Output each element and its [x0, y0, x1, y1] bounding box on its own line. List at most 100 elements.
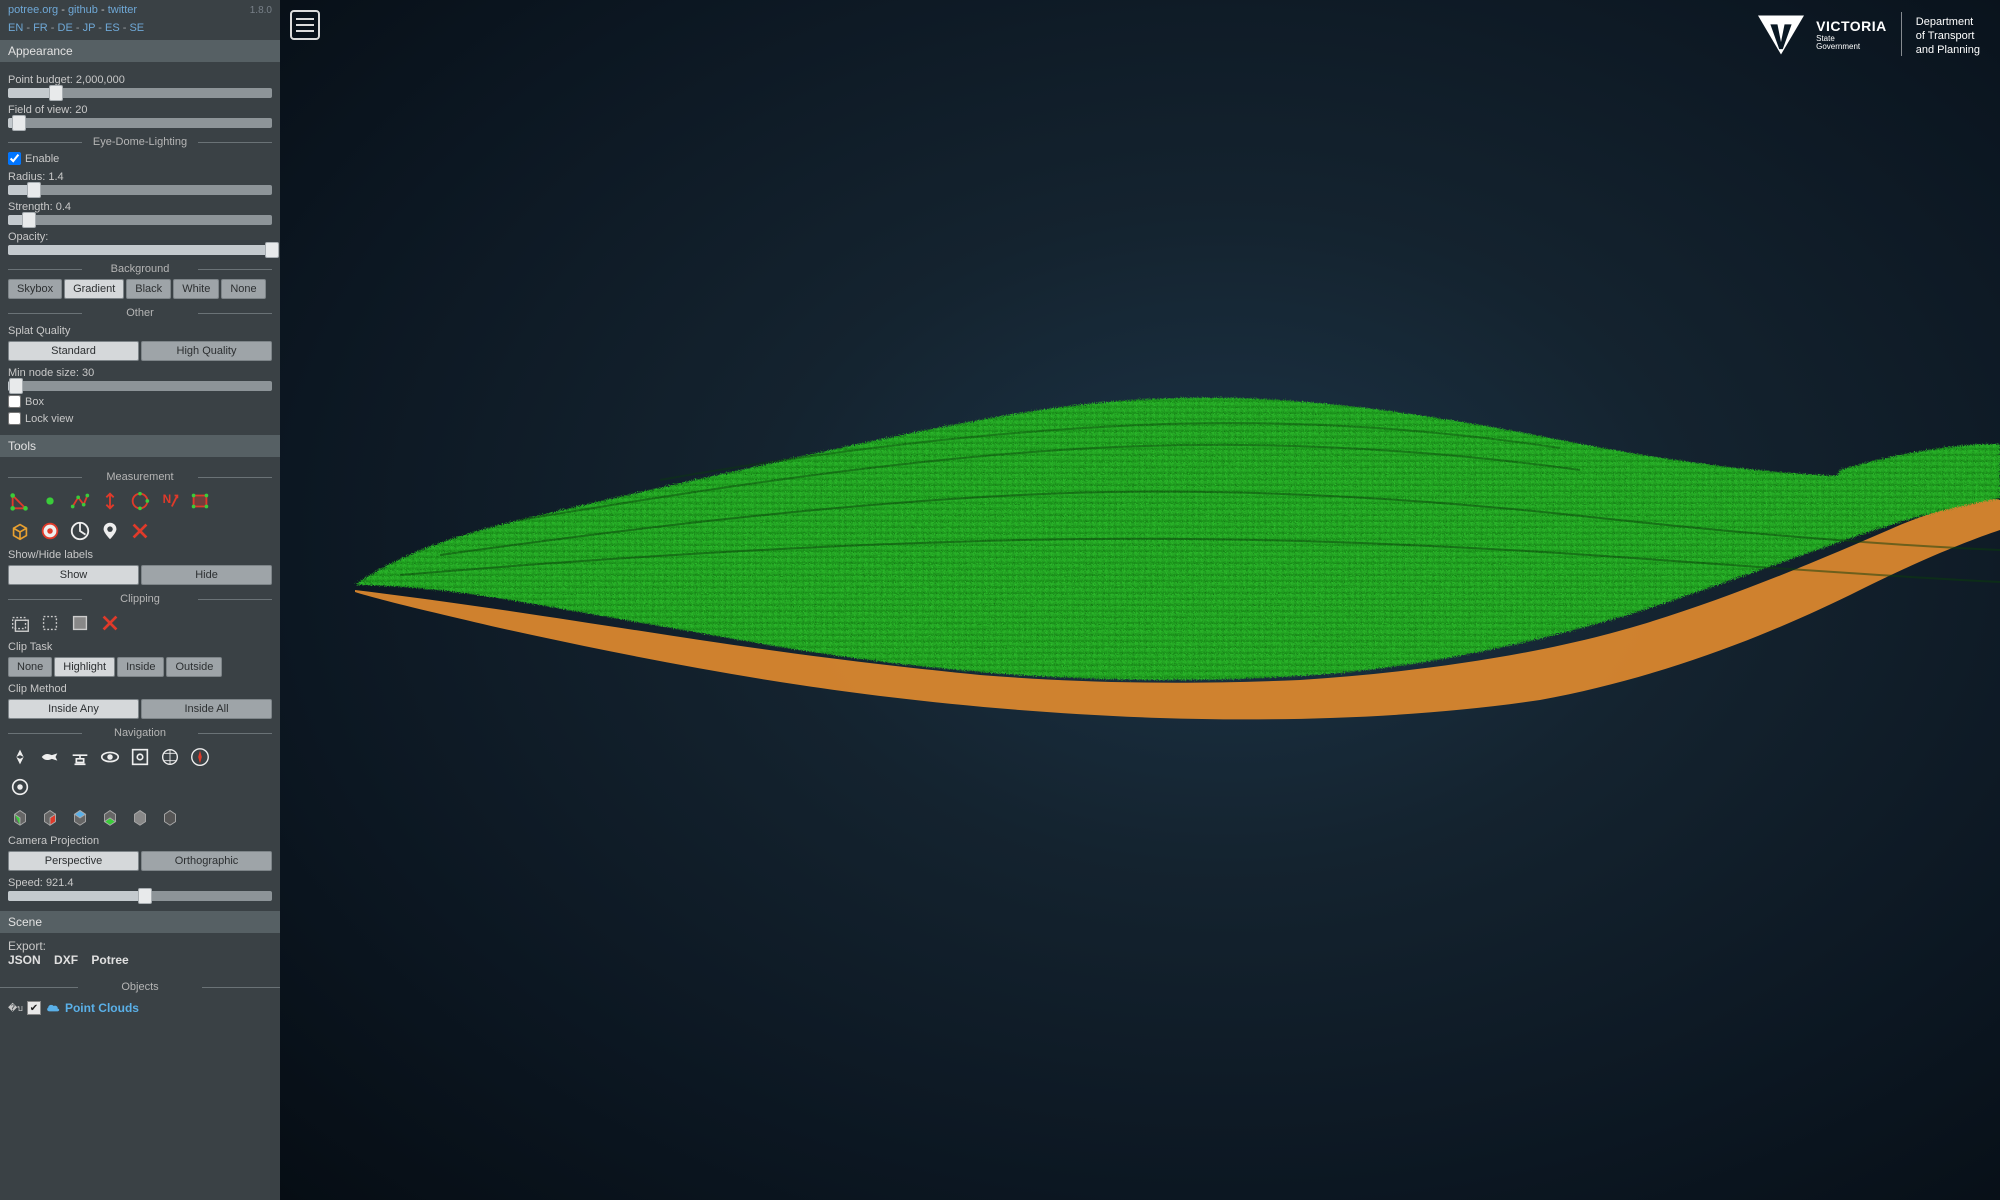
section-scene[interactable]: Scene [0, 911, 280, 933]
clip-remove-icon[interactable] [98, 611, 122, 635]
box-checkbox[interactable] [8, 395, 21, 408]
point-budget-label: Point budget: 2,000,000 [8, 74, 272, 86]
opacity-label: Opacity: [8, 231, 272, 243]
azimuth-tool-icon[interactable]: N [158, 489, 182, 513]
view-right-icon[interactable] [38, 805, 62, 829]
strength-slider[interactable] [8, 215, 272, 225]
measurement-title: Measurement [8, 471, 272, 483]
sphere-tool-icon[interactable] [38, 519, 62, 543]
export-potree[interactable]: Potree [91, 953, 128, 967]
splat-standard[interactable]: Standard [8, 341, 139, 361]
annotation-tool-icon[interactable] [98, 519, 122, 543]
splat-options: Standard High Quality [8, 341, 272, 361]
fov-slider[interactable] [8, 118, 272, 128]
opacity-slider[interactable] [8, 245, 272, 255]
lang-en[interactable]: EN [8, 22, 23, 34]
point-tool-icon[interactable] [38, 489, 62, 513]
edl-enable-checkbox[interactable] [8, 152, 21, 165]
clip-inside-all[interactable]: Inside All [141, 699, 272, 719]
version-label: 1.8.0 [250, 5, 272, 16]
logo-department: Departmentof Transportand Planning [1916, 12, 1980, 57]
vr-icon[interactable] [158, 745, 182, 769]
tree-expand-icon[interactable]: �บ [8, 1001, 23, 1015]
box-label: Box [25, 396, 44, 408]
clip-outside[interactable]: Outside [166, 657, 222, 677]
lang-fr[interactable]: FR [33, 22, 48, 34]
perspective-button[interactable]: Perspective [8, 851, 139, 871]
view-left-icon[interactable] [8, 805, 32, 829]
hide-button[interactable]: Hide [141, 565, 272, 585]
compass-icon[interactable] [188, 745, 212, 769]
lang-se[interactable]: SE [129, 22, 144, 34]
splat-hq[interactable]: High Quality [141, 341, 272, 361]
angle-tool-icon[interactable] [8, 489, 32, 513]
bg-none[interactable]: None [221, 279, 265, 299]
view-top-icon[interactable] [128, 805, 152, 829]
navigation-title: Navigation [8, 727, 272, 739]
heli-control-icon[interactable] [68, 745, 92, 769]
link-twitter[interactable]: twitter [108, 4, 137, 16]
link-github[interactable]: github [68, 4, 98, 16]
show-button[interactable]: Show [8, 565, 139, 585]
bg-skybox[interactable]: Skybox [8, 279, 62, 299]
bg-gradient[interactable]: Gradient [64, 279, 124, 299]
camera-anim-icon[interactable] [8, 775, 32, 799]
point-budget-slider[interactable] [8, 88, 272, 98]
viewport-3d[interactable] [280, 0, 2000, 1200]
view-back-icon[interactable] [98, 805, 122, 829]
lang-de[interactable]: DE [58, 22, 73, 34]
tree-checkbox[interactable]: ✔ [27, 1001, 41, 1015]
remove-measure-icon[interactable] [128, 519, 152, 543]
volume-tool-icon[interactable] [8, 519, 32, 543]
view-bottom-icon[interactable] [158, 805, 182, 829]
orbit-control-icon[interactable] [98, 745, 122, 769]
menu-toggle-button[interactable] [290, 10, 320, 40]
strength-label: Strength: 0.4 [8, 201, 272, 213]
background-title: Background [8, 263, 272, 275]
section-appearance[interactable]: Appearance [0, 40, 280, 62]
clipping-icons [8, 611, 272, 635]
clip-polygon-icon[interactable] [38, 611, 62, 635]
speed-slider[interactable] [8, 891, 272, 901]
min-node-label: Min node size: 30 [8, 367, 272, 379]
lock-label: Lock view [25, 413, 73, 425]
clip-volume-icon[interactable] [8, 611, 32, 635]
export-dxf[interactable]: DXF [54, 953, 78, 967]
clipping-title: Clipping [8, 593, 272, 605]
min-node-slider[interactable] [8, 381, 272, 391]
bg-white[interactable]: White [173, 279, 219, 299]
edl-enable-label: Enable [25, 153, 59, 165]
clip-none[interactable]: None [8, 657, 52, 677]
fly-control-icon[interactable] [38, 745, 62, 769]
lock-checkbox[interactable] [8, 412, 21, 425]
clip-screen-icon[interactable] [68, 611, 92, 635]
section-tools[interactable]: Tools [0, 435, 280, 457]
bg-black[interactable]: Black [126, 279, 171, 299]
profile-tool-icon[interactable] [68, 519, 92, 543]
link-potree[interactable]: potree.org [8, 4, 58, 16]
orthographic-button[interactable]: Orthographic [141, 851, 272, 871]
distance-tool-icon[interactable] [68, 489, 92, 513]
height-tool-icon[interactable] [98, 489, 122, 513]
measurement-icons-row2 [8, 519, 272, 543]
earth-control-icon[interactable] [8, 745, 32, 769]
lang-jp[interactable]: JP [83, 22, 96, 34]
circle-tool-icon[interactable] [128, 489, 152, 513]
focus-icon[interactable] [128, 745, 152, 769]
view-front-icon[interactable] [68, 805, 92, 829]
lang-es[interactable]: ES [105, 22, 120, 34]
objects-title: Objects [0, 981, 280, 993]
area-tool-icon[interactable] [188, 489, 212, 513]
view-cubes [8, 805, 272, 829]
clip-method-label: Clip Method [8, 683, 272, 695]
radius-label: Radius: 1.4 [8, 171, 272, 183]
export-json[interactable]: JSON [8, 953, 41, 967]
clip-highlight[interactable]: Highlight [54, 657, 115, 677]
clip-inside[interactable]: Inside [117, 657, 164, 677]
clip-inside-any[interactable]: Inside Any [8, 699, 139, 719]
showhide-label: Show/Hide labels [8, 549, 272, 561]
top-links: potree.org - github - twitter 1.8.0 [0, 0, 280, 20]
victoria-logo-block: VICTORIA StateGovernment Departmentof Tr… [1754, 12, 1980, 58]
radius-slider[interactable] [8, 185, 272, 195]
point-clouds-item[interactable]: Point Clouds [45, 1001, 139, 1015]
